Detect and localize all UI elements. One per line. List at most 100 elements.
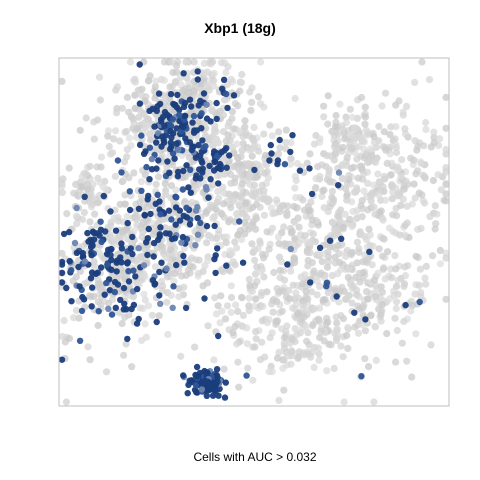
background-cell-point: [239, 133, 247, 141]
background-cell-point: [249, 136, 257, 144]
background-cell-point: [280, 333, 288, 342]
background-cell-point: [422, 125, 430, 134]
expressing-cell-point: [159, 133, 166, 140]
expressing-cell-point: [211, 158, 218, 165]
expressing-cell-point: [201, 295, 208, 302]
background-cell-point: [324, 318, 332, 326]
background-cell-point: [429, 252, 437, 260]
background-cell-point: [306, 249, 314, 257]
background-cell-point: [264, 174, 272, 182]
background-cell-point: [434, 171, 442, 179]
background-cell-point: [357, 162, 366, 170]
background-cell-point: [220, 200, 228, 208]
background-cell-point: [130, 227, 138, 235]
background-cell-point: [136, 304, 144, 312]
background-cell-point: [125, 134, 133, 142]
background-cell-point: [366, 145, 375, 153]
background-cell-point: [91, 210, 99, 218]
expressing-cell-point: [362, 316, 369, 323]
expressing-cell-point: [89, 284, 96, 291]
background-cell-point: [235, 160, 243, 168]
background-cell-point: [112, 127, 120, 135]
background-cell-point: [232, 301, 240, 309]
background-cell-point: [254, 93, 263, 101]
expressing-cell-point: [194, 231, 202, 238]
background-cell-point: [166, 83, 174, 91]
background-cell-point: [209, 77, 218, 85]
background-cell-point: [204, 231, 212, 239]
background-cell-point: [244, 160, 252, 168]
background-cell-point: [188, 254, 196, 262]
expressing-cell-point: [107, 208, 114, 215]
expressing-cell-point: [316, 244, 324, 251]
background-cell-point: [378, 307, 386, 315]
background-cell-point: [260, 254, 268, 262]
expressing-cell-point: [223, 262, 230, 269]
expressing-cell-point: [214, 374, 221, 381]
expressing-cell-point: [100, 192, 108, 200]
background-cell-point: [355, 292, 363, 301]
background-cell-point: [90, 135, 98, 143]
background-cell-point: [112, 86, 120, 94]
expressing-cell-point: [156, 268, 163, 276]
background-cell-point: [204, 322, 212, 330]
expressing-cell-point: [203, 186, 210, 193]
background-cell-point: [241, 123, 249, 131]
expressing-cell-point: [155, 157, 162, 164]
background-cell-point: [245, 307, 253, 315]
background-cell-point: [163, 163, 171, 171]
background-cell-point: [270, 268, 278, 277]
expressing-cell-point: [68, 267, 75, 274]
background-cell-point: [137, 272, 145, 280]
background-cell-point: [266, 334, 274, 342]
background-cell-point: [316, 249, 324, 257]
background-cell-point: [234, 358, 242, 366]
expressing-cell-point: [186, 96, 194, 103]
background-cell-point: [172, 186, 180, 194]
background-cell-point: [296, 329, 304, 337]
background-cell-point: [148, 311, 156, 319]
background-cell-point: [123, 272, 131, 280]
expressing-cell-point: [81, 193, 88, 200]
background-cell-point: [361, 327, 369, 335]
expressing-cell-point: [130, 301, 138, 309]
background-cell-point: [83, 185, 91, 193]
background-cell-point: [99, 285, 107, 293]
expressing-cell-point: [251, 166, 258, 174]
background-cell-point: [237, 171, 245, 179]
expressing-cell-point: [148, 155, 156, 163]
background-cell-point: [293, 159, 301, 168]
expressing-cell-point: [58, 279, 66, 286]
background-cell-point: [371, 322, 379, 330]
background-cell-point: [401, 272, 410, 280]
background-cell-point: [352, 188, 360, 196]
expressing-cell-point: [135, 245, 142, 252]
background-cell-point: [231, 323, 239, 331]
expressing-cell-point: [187, 189, 194, 196]
background-cell-point: [294, 354, 302, 362]
background-cell-point: [203, 239, 211, 247]
background-cell-point: [391, 314, 399, 322]
expressing-cell-point: [146, 107, 153, 115]
background-cell-point: [290, 202, 298, 211]
expressing-cell-point: [170, 283, 177, 290]
background-cell-point: [400, 317, 408, 326]
expressing-cell-point: [156, 198, 163, 205]
background-cell-point: [200, 69, 209, 77]
expressing-cell-point: [121, 300, 128, 307]
background-cell-point: [401, 263, 409, 271]
background-cell-point: [380, 172, 388, 180]
background-cell-point: [242, 199, 250, 207]
background-cell-point: [311, 305, 319, 313]
background-cell-point: [104, 127, 113, 135]
background-cell-point: [224, 63, 232, 71]
background-cell-point: [397, 201, 405, 209]
expressing-cell-point: [58, 356, 66, 363]
background-cell-point: [316, 135, 324, 143]
expressing-cell-point: [323, 279, 331, 286]
background-cell-point: [292, 241, 300, 250]
expressing-cell-point: [338, 235, 345, 242]
expressing-cell-point: [180, 123, 187, 131]
expressing-cell-point: [203, 101, 210, 108]
expressing-cell-point: [267, 141, 274, 149]
